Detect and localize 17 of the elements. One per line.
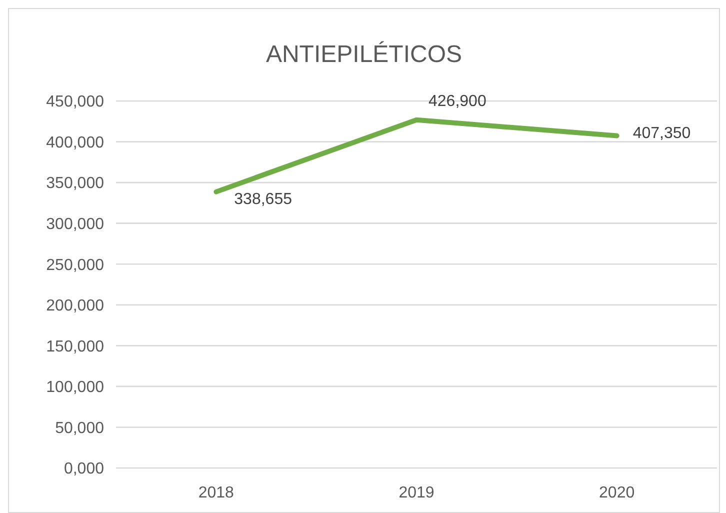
x-tick-label: 2020 <box>599 484 635 502</box>
data-label: 407,350 <box>632 125 691 142</box>
y-tick-label: 400,000 <box>46 134 104 152</box>
chart-title: ANTIEPILÉTICOS <box>264 41 464 69</box>
x-tick-label: 2018 <box>198 484 234 502</box>
y-tick-label: 50,000 <box>55 420 104 437</box>
y-tick-label: 100,000 <box>46 379 104 396</box>
y-tick-label: 150,000 <box>46 338 104 356</box>
y-tick-label: 200,000 <box>46 298 104 315</box>
y-tick-label: 450,000 <box>46 94 104 111</box>
y-tick-label: 350,000 <box>46 175 104 192</box>
x-tick-label: 2019 <box>398 484 434 502</box>
y-tick-label: 250,000 <box>46 256 104 274</box>
data-label: 426,900 <box>428 93 486 110</box>
y-tick-label: 0,000 <box>64 460 104 478</box>
data-label: 338,655 <box>234 191 292 208</box>
y-tick-label: 300,000 <box>46 216 104 234</box>
